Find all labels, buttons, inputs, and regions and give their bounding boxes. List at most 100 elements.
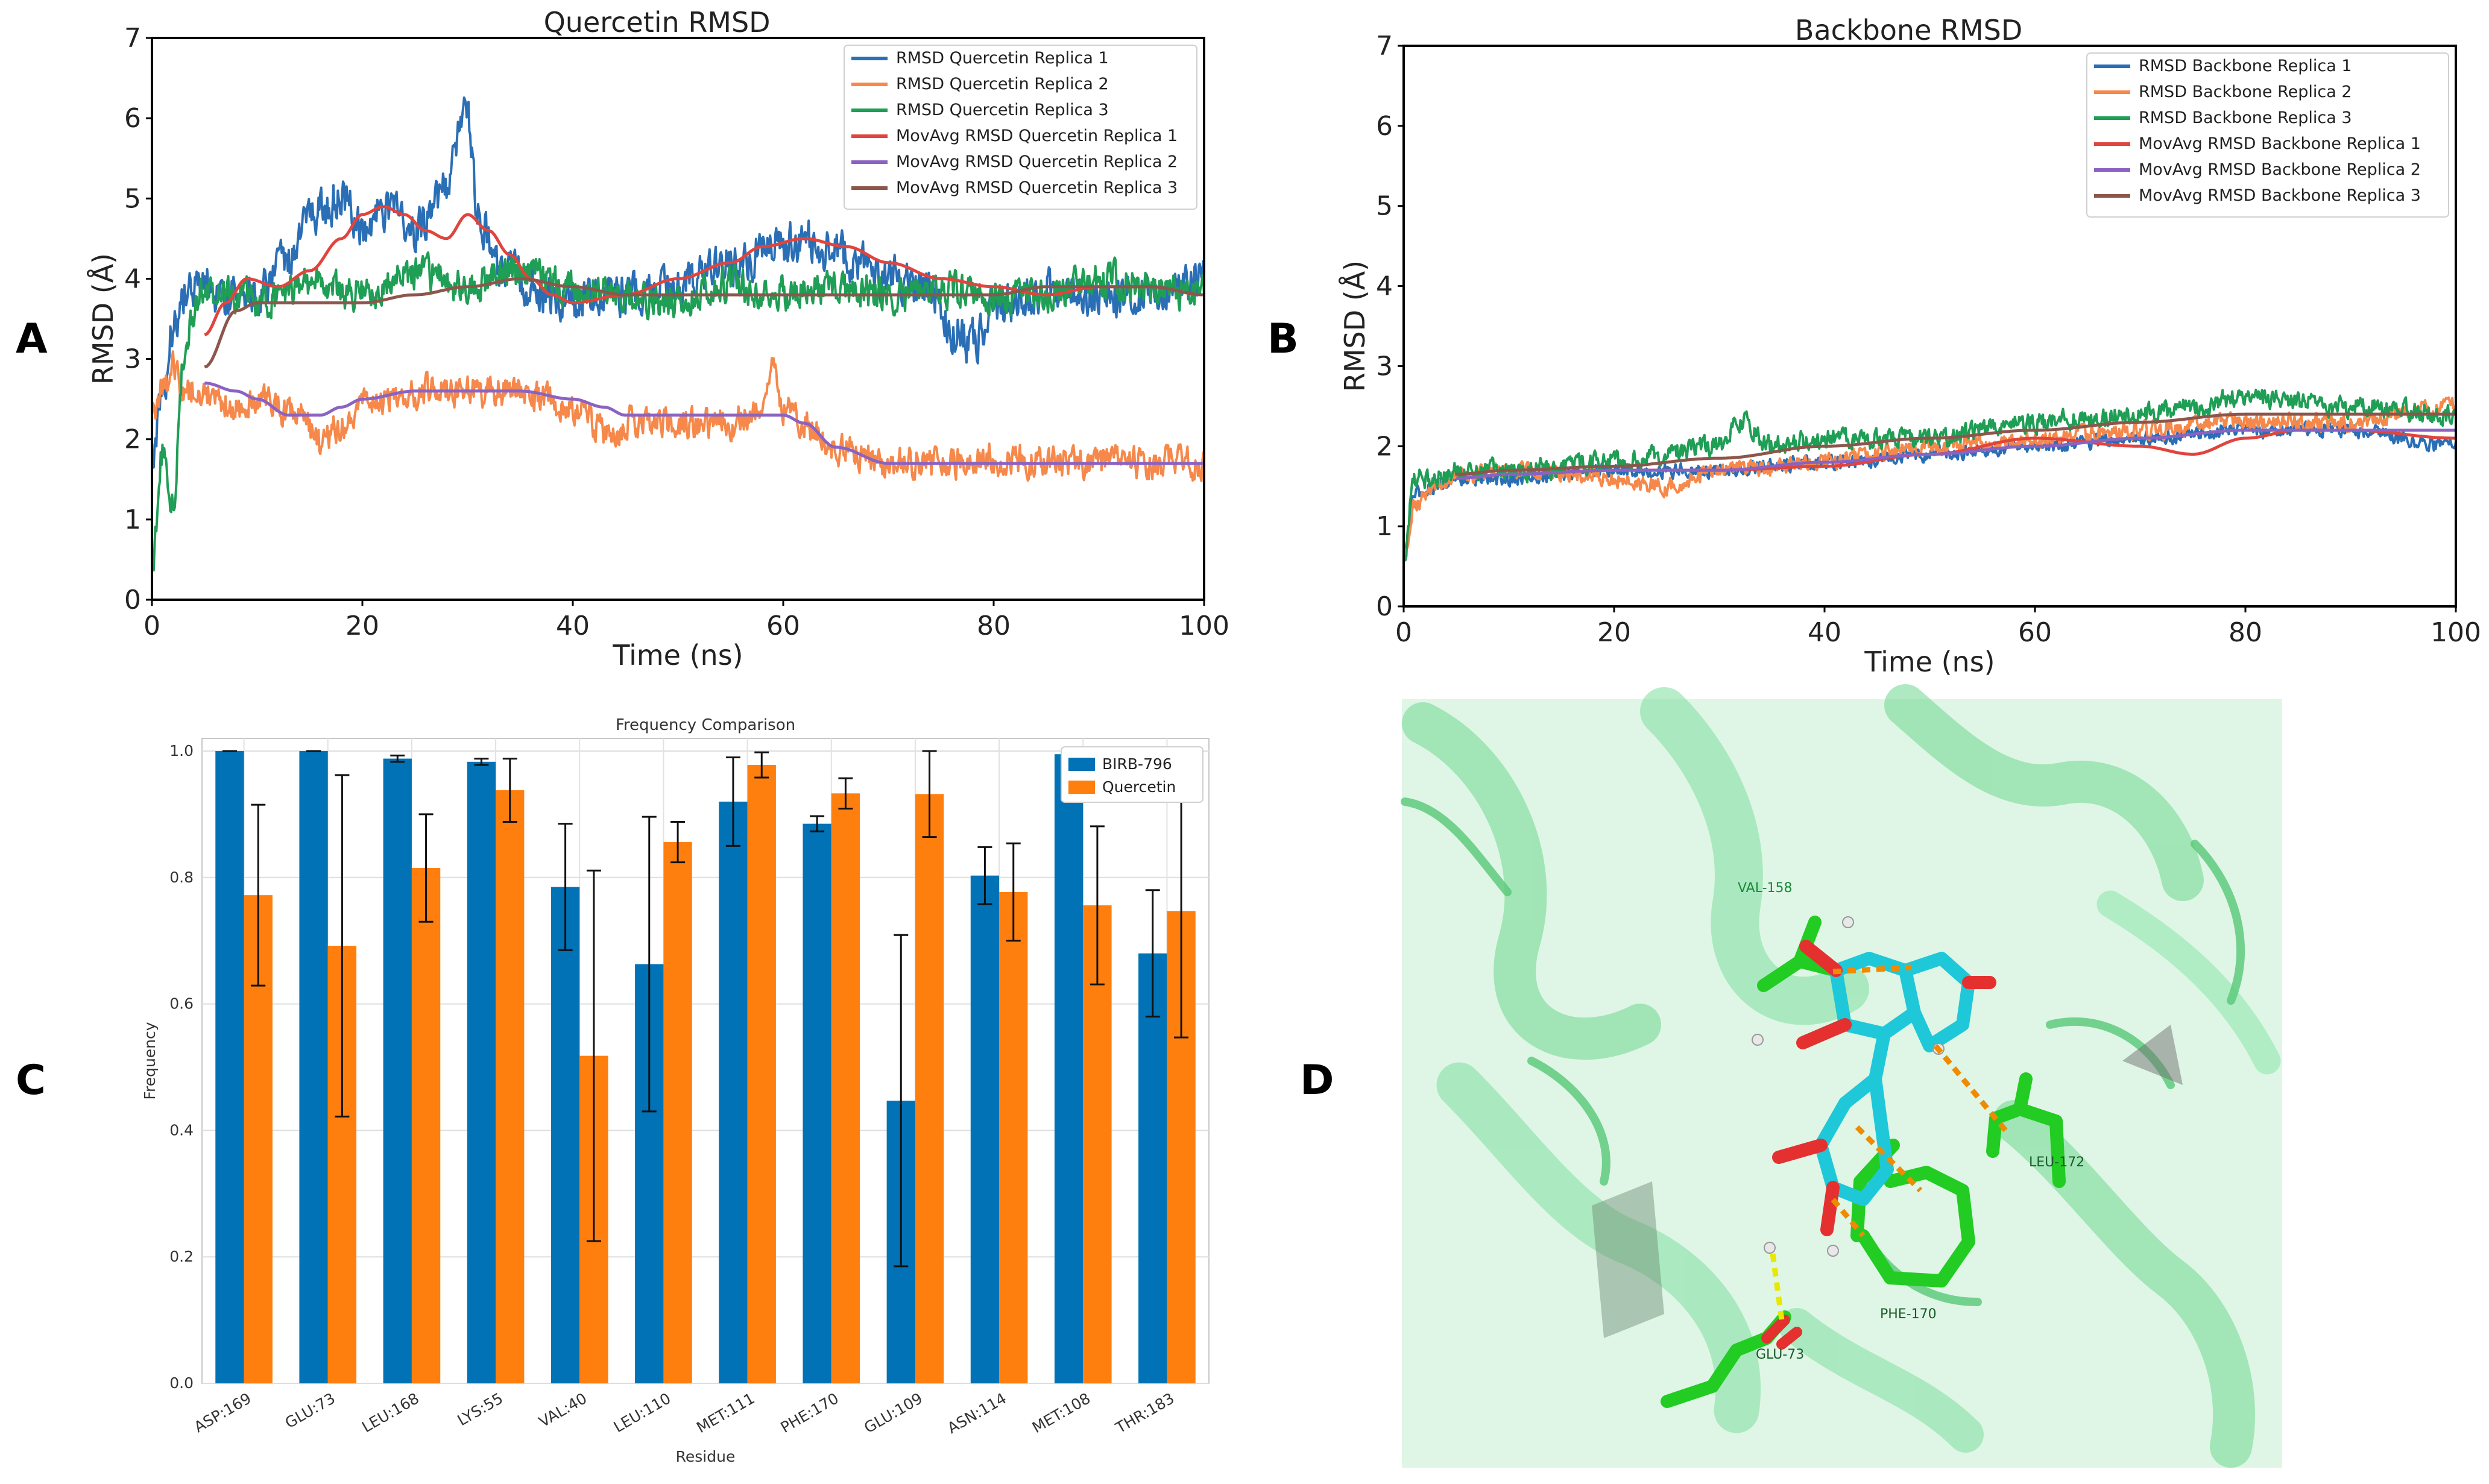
protein-ribbon bbox=[1993, 1100, 2256, 1468]
legend-box bbox=[1061, 746, 1203, 803]
residue-label-leu172: LEU-172 bbox=[2029, 1155, 2084, 1170]
y-tick-label: 1 bbox=[1376, 511, 1393, 542]
y-tick-label: 4 bbox=[1376, 271, 1393, 302]
ligand-hydrogen bbox=[1827, 1245, 1839, 1257]
x-tick-label: 20 bbox=[1597, 617, 1631, 648]
y-tick-label: 6 bbox=[1376, 111, 1393, 142]
ligand-hydrogen bbox=[1764, 1242, 1776, 1254]
legend-label: MovAvg RMSD Backbone Replica 1 bbox=[2139, 134, 2421, 153]
bar bbox=[747, 765, 776, 1383]
legend-swatch bbox=[1068, 758, 1095, 771]
series-line-2 bbox=[152, 350, 1204, 482]
protein-loop bbox=[1527, 1057, 1610, 1186]
x-tick-label: 80 bbox=[2229, 617, 2262, 648]
x-tick-label: 60 bbox=[766, 611, 800, 641]
panel-label-d: D bbox=[1300, 1057, 1334, 1104]
y-tick-label: 3 bbox=[1376, 351, 1393, 382]
legend: RMSD Backbone Replica 1 RMSD Backbone Rep… bbox=[2086, 52, 2449, 218]
y-axis-label: RMSD (Å) bbox=[1339, 260, 1371, 392]
legend: RMSD Quercetin Replica 1 RMSD Quercetin R… bbox=[844, 45, 1197, 210]
bar bbox=[970, 875, 1000, 1383]
hydrophobic-contact-phe170-2 bbox=[1831, 1198, 1866, 1237]
plot-area bbox=[201, 738, 1210, 1384]
hydrophobic-contact-leu172 bbox=[1933, 1044, 2010, 1135]
bar bbox=[719, 801, 748, 1383]
series-line-5 bbox=[204, 382, 1204, 465]
plot-frame bbox=[151, 37, 1205, 601]
y-tick-label: 0.6 bbox=[169, 995, 194, 1013]
legend-box bbox=[844, 45, 1197, 210]
x-tick-label: 100 bbox=[1179, 611, 1229, 641]
bar bbox=[383, 758, 412, 1383]
y-tick-label: 5 bbox=[1376, 191, 1393, 222]
y-axis-label: RMSD (Å) bbox=[87, 253, 119, 385]
y-tick-label: 1 bbox=[124, 505, 141, 535]
x-tick-label: 80 bbox=[977, 611, 1011, 641]
x-tick-label: GLU:109 bbox=[861, 1389, 926, 1436]
panel-label-c: C bbox=[16, 1057, 46, 1104]
hydrophobic-contact-phe170 bbox=[1855, 1125, 1923, 1193]
legend-label: MovAvg RMSD Quercetin Replica 3 bbox=[896, 178, 1178, 197]
protein-helix-shadow bbox=[1592, 1181, 1664, 1338]
bar bbox=[1138, 953, 1167, 1383]
protein-strand-shadow bbox=[2122, 1025, 2183, 1085]
bar bbox=[550, 887, 580, 1383]
bar bbox=[496, 790, 525, 1383]
legend-label: RMSD Quercetin Replica 2 bbox=[896, 75, 1109, 93]
series-line-6 bbox=[1456, 412, 2456, 476]
bar bbox=[1054, 754, 1084, 1383]
protein-ribbon bbox=[1436, 1062, 1761, 1433]
panel-label-a: A bbox=[16, 315, 48, 363]
y-tick-label: 0.4 bbox=[169, 1121, 194, 1139]
y-tick-label: 5 bbox=[124, 183, 141, 214]
chart-title: Frequency Comparison bbox=[616, 716, 795, 734]
bar bbox=[467, 761, 496, 1383]
legend-box bbox=[2086, 52, 2449, 218]
legend-label: MovAvg RMSD Quercetin Replica 2 bbox=[896, 152, 1178, 171]
bar-series-1 bbox=[215, 750, 1167, 1383]
panel-d-binding-pose-image: VAL-158 LEU-172 PHE-170 GLU-73 bbox=[1401, 684, 2282, 1468]
y-tick-label: 3 bbox=[124, 344, 141, 375]
residue-label-val158: VAL-158 bbox=[1738, 881, 1793, 896]
residue-label-glu73: GLU-73 bbox=[1756, 1347, 1804, 1362]
residue-label-phe170: PHE-170 bbox=[1880, 1307, 1937, 1322]
protein-ribbon bbox=[1779, 1308, 1984, 1453]
y-tick-label: 0 bbox=[124, 585, 141, 615]
legend: BIRB-796 Quercetin bbox=[1061, 746, 1203, 803]
plot-frame bbox=[1402, 45, 2457, 608]
chart-title: Quercetin RMSD bbox=[544, 6, 771, 39]
x-tick-label: ASP:169 bbox=[191, 1389, 254, 1436]
ligand-ring-b bbox=[1899, 952, 1975, 1052]
x-tick-label: 0 bbox=[144, 611, 160, 641]
x-tick-label: 100 bbox=[2431, 617, 2481, 648]
ligand-hydrogen bbox=[1842, 916, 1854, 928]
series-line-6 bbox=[204, 277, 1204, 369]
x-tick-label: MET:108 bbox=[1029, 1389, 1093, 1436]
protein-ribbon bbox=[2096, 890, 2281, 1075]
x-tick-label: LEU:110 bbox=[611, 1389, 674, 1436]
hydrophobic-contact-val158 bbox=[1832, 964, 1912, 975]
panel-c-frequency-comparison-chart: 0.0 0.2 0.4 0.6 0.8 1.0 ASP:169 GLU:73 LEU:168 LY… bbox=[141, 716, 1210, 1465]
protein-loop bbox=[1401, 797, 1512, 896]
series-group bbox=[1404, 388, 2456, 562]
bar bbox=[411, 868, 441, 1383]
x-tick-label: ASN:114 bbox=[944, 1389, 1009, 1437]
legend-label: BIRB-796 bbox=[1102, 755, 1172, 773]
x-tick-label: 0 bbox=[1395, 617, 1412, 648]
y-tick-label: 2 bbox=[124, 424, 141, 455]
x-axis-label: Time (ns) bbox=[612, 639, 743, 671]
x-tick-label: MET:111 bbox=[693, 1389, 757, 1436]
x-tick-label: 20 bbox=[345, 611, 379, 641]
chart-title: Backbone RMSD bbox=[1795, 14, 2022, 46]
y-tick-label: 0.2 bbox=[169, 1248, 194, 1265]
x-tick-label: 60 bbox=[2018, 617, 2052, 648]
residue-leu172-sticks bbox=[1986, 1072, 2066, 1188]
legend-label: MovAvg RMSD Backbone Replica 3 bbox=[2139, 186, 2421, 205]
x-tick-label: PHE:170 bbox=[778, 1389, 842, 1436]
panel-label-b: B bbox=[1267, 315, 1299, 363]
ligand-hydroxyls bbox=[1772, 940, 1996, 1236]
legend-label: RMSD Quercetin Replica 1 bbox=[896, 49, 1109, 68]
x-tick-label: LEU:168 bbox=[359, 1389, 422, 1436]
protein-ribbon bbox=[1884, 684, 2204, 901]
